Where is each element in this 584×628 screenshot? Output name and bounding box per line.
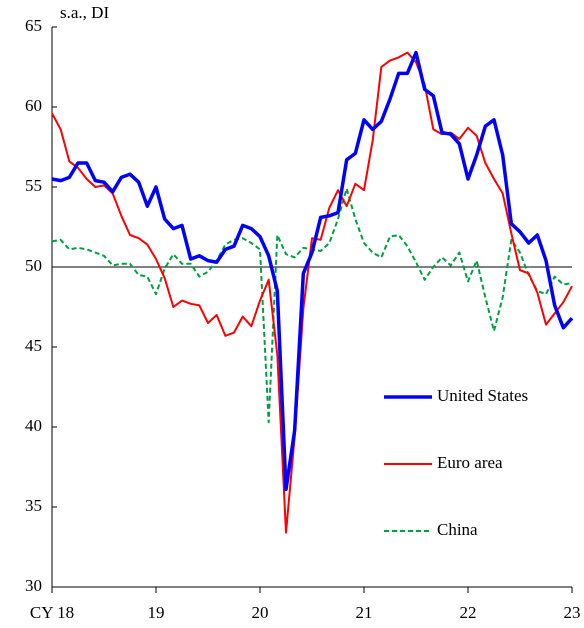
y-tick-label: 45 xyxy=(25,336,42,355)
y-tick-label: 60 xyxy=(25,96,42,115)
x-tick-label: CY 18 xyxy=(30,603,74,622)
y-tick-label: 30 xyxy=(25,576,42,595)
x-tick-label: 23 xyxy=(564,603,581,622)
legend-label: Euro area xyxy=(437,453,503,472)
legend-label: United States xyxy=(437,386,528,405)
y-tick-label: 65 xyxy=(25,16,42,35)
y-tick-label: 50 xyxy=(25,256,42,275)
series-line xyxy=(51,50,574,492)
legend-label: China xyxy=(437,520,478,539)
y-axis-title: s.a., DI xyxy=(60,3,109,22)
x-tick-label: 19 xyxy=(148,603,165,622)
x-tick-label: 22 xyxy=(460,603,477,622)
series-line xyxy=(51,51,573,534)
x-tick-label: 20 xyxy=(252,603,269,622)
y-tick-label: 55 xyxy=(25,176,42,195)
y-tick-label: 40 xyxy=(25,416,42,435)
y-tick-label: 35 xyxy=(25,496,42,515)
x-tick-label: 21 xyxy=(356,603,373,622)
